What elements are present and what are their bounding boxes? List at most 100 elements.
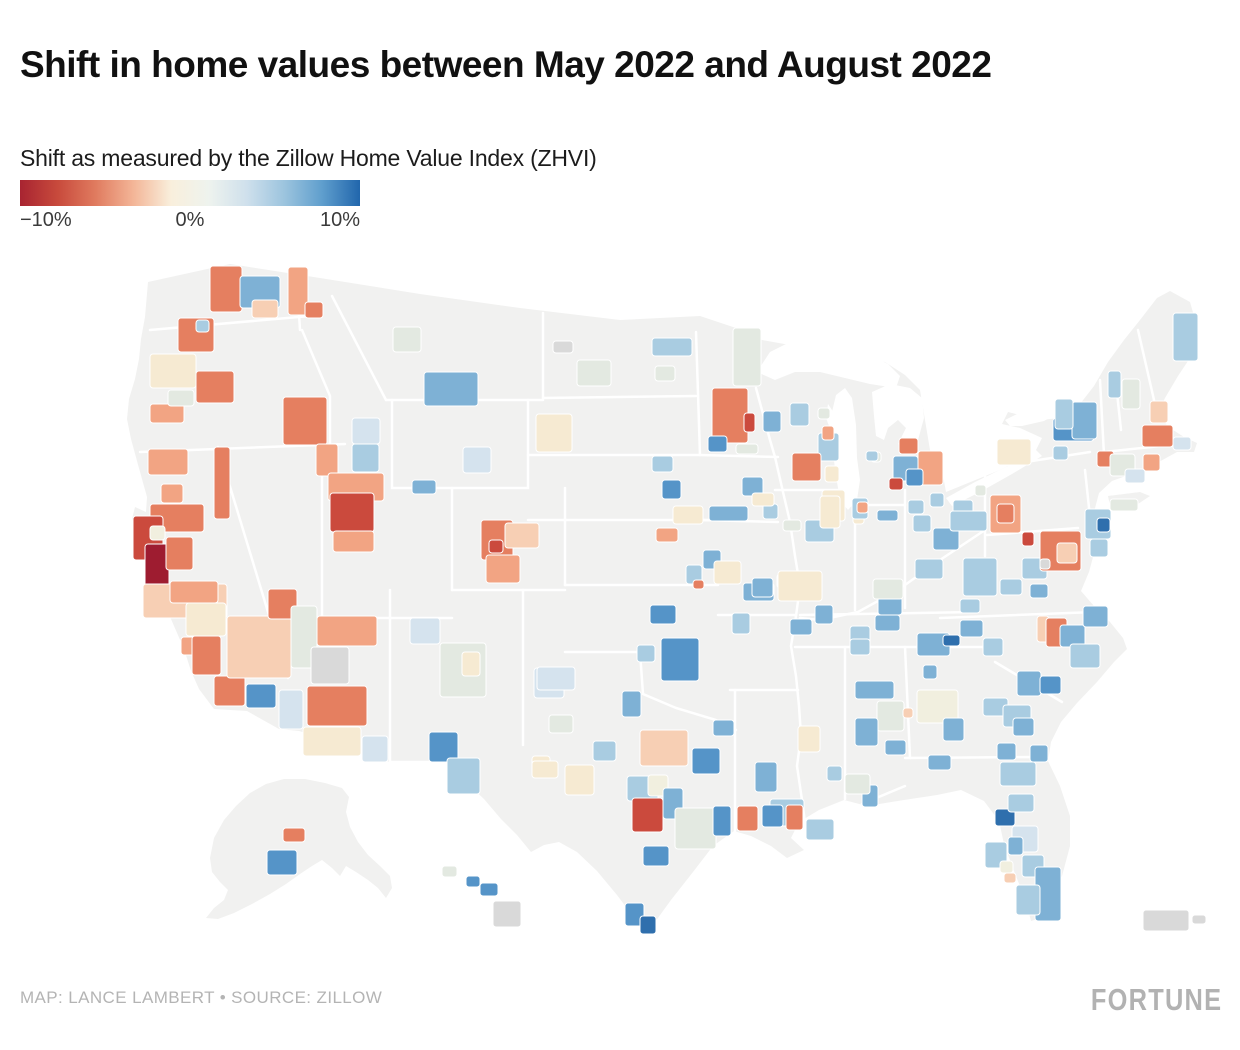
- county-patch: [1124, 468, 1146, 484]
- county-patch: [707, 435, 728, 453]
- county-patch: [959, 598, 981, 614]
- county-patch: [735, 443, 759, 455]
- county-patch: [674, 807, 717, 850]
- county-patch: [576, 359, 612, 387]
- county-patch: [884, 739, 907, 756]
- county-patch: [552, 340, 574, 354]
- legend-labels: −10% 0% 10%: [20, 209, 360, 233]
- county-patch: [1007, 836, 1024, 856]
- county-patch: [1039, 675, 1062, 695]
- county-patch: [185, 602, 227, 637]
- county-patch: [651, 455, 674, 473]
- county-patch: [195, 319, 210, 333]
- county-patch: [1096, 517, 1111, 533]
- county-patch: [708, 505, 749, 522]
- county-patch: [351, 443, 380, 473]
- county-patch: [315, 443, 339, 477]
- county-patch: [902, 707, 914, 719]
- state-border: [1098, 378, 1106, 457]
- legend-mid-label: 0%: [175, 209, 205, 231]
- county-patch: [304, 301, 324, 319]
- county-patch: [865, 450, 879, 462]
- county-patch: [1021, 531, 1035, 547]
- county-patch: [462, 446, 492, 474]
- county-patch: [624, 902, 645, 927]
- county-patch: [226, 615, 292, 679]
- county-patch: [282, 396, 328, 446]
- county-patch: [888, 477, 904, 491]
- county-patch: [351, 417, 381, 445]
- county-patch: [731, 612, 751, 635]
- county-patch: [826, 765, 843, 782]
- county-patch: [962, 557, 998, 597]
- county-patch: [651, 337, 693, 357]
- county-patch: [789, 618, 813, 636]
- county-patch: [213, 675, 246, 707]
- county-patch: [1029, 583, 1049, 599]
- fortune-logo: FORTUNE: [1090, 982, 1222, 1017]
- alaska-outline: [206, 779, 392, 919]
- county-patch: [302, 726, 362, 757]
- county-patch: [691, 747, 721, 775]
- county-patch: [849, 638, 871, 656]
- county-patch: [488, 539, 504, 554]
- county-patch: [912, 514, 932, 533]
- county-patch: [446, 757, 481, 795]
- color-legend: −10% 0% 10%: [20, 180, 360, 232]
- county-patch: [1172, 436, 1192, 451]
- county-patch: [661, 479, 682, 500]
- county-patch: [996, 438, 1032, 466]
- county-patch: [409, 617, 441, 645]
- county-patch: [876, 700, 905, 732]
- county-patch: [639, 729, 689, 767]
- county-patch: [805, 818, 835, 841]
- county-patch: [636, 644, 656, 663]
- county-patch: [660, 637, 700, 682]
- county-patch: [149, 403, 185, 424]
- county-patch: [898, 437, 919, 455]
- county-patch: [732, 327, 762, 387]
- county-patch: [504, 522, 540, 549]
- county-patch: [1172, 312, 1199, 362]
- county-patch: [713, 560, 742, 585]
- county-patch: [1052, 445, 1069, 461]
- county-patch: [287, 266, 309, 316]
- county-patch: [672, 505, 704, 525]
- page-title: Shift in home values between May 2022 an…: [20, 43, 992, 85]
- county-patch: [814, 604, 834, 625]
- county-patch: [743, 412, 756, 433]
- county-patch: [564, 764, 595, 796]
- county-patch: [854, 717, 879, 747]
- county-patch: [209, 265, 243, 313]
- county-patch: [789, 402, 810, 427]
- footer-credit: MAP: LANCE LAMBERT • SOURCE: ZILLOW: [20, 988, 383, 1007]
- county-patch: [316, 615, 378, 647]
- county-patch: [821, 425, 835, 441]
- county-patch: [160, 483, 184, 504]
- county-patch: [149, 525, 166, 541]
- county-patch: [492, 900, 522, 928]
- county-patch: [1016, 670, 1042, 697]
- county-patch: [1007, 793, 1035, 813]
- county-patch: [791, 452, 822, 482]
- county-patch: [916, 689, 959, 724]
- county-patch: [1071, 401, 1098, 440]
- county-patch: [1149, 400, 1169, 424]
- county-patch: [485, 554, 521, 584]
- county-patch: [917, 450, 944, 486]
- legend-min-label: −10%: [20, 209, 72, 231]
- county-patch: [361, 735, 389, 763]
- county-patch: [1039, 558, 1051, 570]
- county-patch: [996, 742, 1017, 761]
- county-patch: [1056, 542, 1078, 564]
- county-patch: [1015, 884, 1041, 916]
- county-patch: [761, 804, 784, 828]
- county-patch: [1069, 643, 1101, 669]
- great-lake: [757, 338, 900, 388]
- us-map-svg: [127, 264, 1207, 935]
- county-patch: [1054, 398, 1074, 430]
- county-patch: [974, 484, 987, 497]
- county-patch: [929, 492, 945, 508]
- county-patch: [872, 578, 904, 600]
- county-patch: [854, 680, 895, 700]
